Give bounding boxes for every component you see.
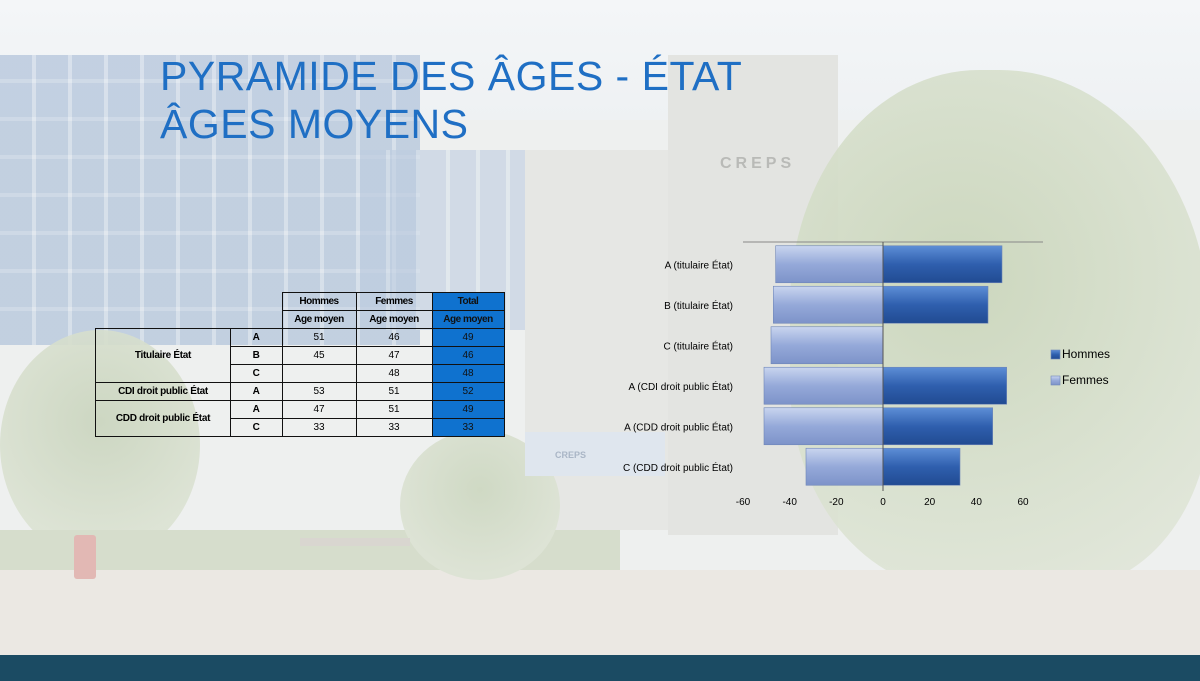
row-grade: A xyxy=(230,328,283,347)
table-row: CDI droit public État A 53 51 52 xyxy=(95,382,505,401)
category-label: C (titulaire État) xyxy=(664,339,733,352)
slide-title-line-1: PYRAMIDE DES ÂGES - ÉTAT xyxy=(160,53,743,99)
category-label: A (CDD droit public État) xyxy=(624,420,733,433)
subheader-hommes: Age moyen xyxy=(281,310,357,329)
bar-hommes xyxy=(882,366,1007,405)
cell-hommes: 51 xyxy=(281,328,357,347)
legend-label-hommes: Hommes xyxy=(1062,347,1110,361)
cell-total: 49 xyxy=(431,400,505,419)
slide-title: PYRAMIDE DES ÂGES - ÉTAT ÂGES MOYENS xyxy=(160,52,742,148)
cell-hommes: 33 xyxy=(281,418,357,437)
subheader-femmes: Age moyen xyxy=(355,310,433,329)
bar-hommes xyxy=(882,447,961,486)
x-tick-label: -40 xyxy=(782,497,797,508)
cell-total: 48 xyxy=(431,364,505,383)
cell-femmes: 51 xyxy=(355,382,433,401)
cell-total: 46 xyxy=(431,346,505,365)
table-row: C 33 33 33 xyxy=(96,418,505,437)
col-header-hommes: Hommes xyxy=(281,292,357,311)
cell-total: 52 xyxy=(431,382,505,401)
subheader-total: Age moyen xyxy=(431,310,505,329)
legend-swatch-hommes xyxy=(1050,349,1061,360)
bar-hommes xyxy=(882,407,993,446)
row-grade: C xyxy=(230,364,283,383)
cell-femmes: 47 xyxy=(355,346,433,365)
bar-hommes xyxy=(882,245,1003,284)
cell-hommes: 47 xyxy=(281,400,357,419)
category-label: A (titulaire État) xyxy=(665,258,733,271)
bar-femmes xyxy=(773,285,884,324)
average-age-table: Hommes Femmes Total Age moyen Age moyen … xyxy=(95,292,505,437)
category-label: A (CDI droit public État) xyxy=(629,380,733,393)
cell-total: 49 xyxy=(431,328,505,347)
row-grade: A xyxy=(230,400,283,419)
legend-swatch-femmes xyxy=(1050,375,1061,386)
bar-hommes xyxy=(882,285,989,324)
bar-femmes xyxy=(775,245,884,284)
row-category: Titulaire État xyxy=(95,328,231,383)
table-row: Titulaire État A 51 46 49 xyxy=(95,328,505,383)
bar-femmes xyxy=(763,407,884,446)
cell-femmes: 33 xyxy=(355,418,433,437)
background-sign: CREPS xyxy=(525,432,665,476)
cell-femmes: 51 xyxy=(355,400,433,419)
bar-femmes xyxy=(763,366,884,405)
row-grade: C xyxy=(230,418,283,437)
bar-femmes xyxy=(805,447,884,486)
x-tick-label: 20 xyxy=(924,497,936,508)
row-category: CDI droit public État xyxy=(95,382,231,401)
background-bench xyxy=(300,538,410,546)
category-label: B (titulaire État) xyxy=(664,299,733,312)
background-post xyxy=(74,535,96,579)
row-grade: B xyxy=(230,346,283,365)
x-tick-label: -60 xyxy=(736,497,751,508)
col-header-femmes: Femmes xyxy=(355,292,433,311)
legend-label-femmes: Femmes xyxy=(1062,373,1109,387)
age-pyramid-chart: A (titulaire État) B (titulaire État) C (t… xyxy=(623,241,1110,508)
row-grade: A xyxy=(230,382,283,401)
footer-bar xyxy=(0,655,1200,681)
x-tick-label: 40 xyxy=(971,497,983,508)
x-tick-label: -20 xyxy=(829,497,844,508)
background-ground xyxy=(0,570,1200,655)
table-subheader-row: Age moyen Age moyen Age moyen xyxy=(96,310,505,329)
cell-hommes: 53 xyxy=(281,382,357,401)
cell-total: 33 xyxy=(431,418,505,437)
cell-femmes: 48 xyxy=(355,364,433,383)
col-header-total: Total xyxy=(431,292,505,311)
cell-femmes: 46 xyxy=(355,328,433,347)
category-label: C (CDD droit public État) xyxy=(623,461,733,474)
background-tower-sign: CREPS xyxy=(720,155,796,172)
cell-hommes: 45 xyxy=(281,346,357,365)
row-category: CDD droit public État xyxy=(95,400,231,437)
slide-title-line-2: ÂGES MOYENS xyxy=(160,101,469,147)
table-row: CDD droit public État A 47 51 49 xyxy=(95,400,505,437)
x-tick-label: 60 xyxy=(1017,497,1029,508)
table-header-row: Hommes Femmes Total xyxy=(96,292,505,311)
x-tick-label: 0 xyxy=(880,497,886,508)
cell-hommes xyxy=(281,364,357,383)
bar-femmes xyxy=(770,326,884,365)
